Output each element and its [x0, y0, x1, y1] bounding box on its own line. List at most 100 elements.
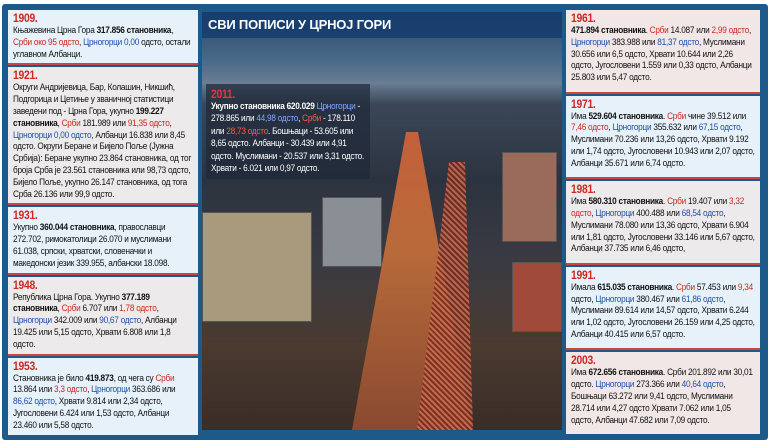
- text-segment: Република Црна Гора. Укупно: [13, 291, 122, 303]
- census-entry-content: 1931. Укупно 360.044 становника, правосла…: [13, 209, 193, 269]
- text-segment: 529.604 становника: [588, 110, 664, 122]
- census-text: Република Црна Гора. Укупно 377.189 стан…: [13, 292, 193, 351]
- census-entry: 2011. Укупно становника 620.029 Црногорци…: [211, 88, 365, 175]
- text-segment: 13.864 или: [13, 384, 55, 396]
- text-segment: 6.707 или: [80, 303, 120, 315]
- text-segment: 380.467 или: [634, 293, 682, 305]
- census-entry: 1971. Има 529.604 становника. Срби чине 3…: [566, 95, 760, 180]
- text-segment: 181.989 или: [80, 117, 128, 129]
- census-entry: 1931. Укупно 360.044 становника, правосла…: [8, 207, 198, 275]
- text-segment: ,: [298, 113, 303, 125]
- census-entry-content: 1953. Становника је било 419.873, од чега…: [13, 358, 193, 432]
- census-entry-content: 1971. Има 529.604 становника. Срби чине 3…: [571, 96, 755, 170]
- text-segment: 383.988 или: [609, 36, 658, 48]
- text-segment: Има: [571, 110, 589, 122]
- text-segment: , Албанци 16.838 или 8,45 одсто. Округи …: [13, 129, 192, 200]
- text-segment: , Бошњаци 63.272 или 9,41 одсто, Муслима…: [571, 379, 733, 426]
- montenegrins-figure: 68,54 одсто: [681, 207, 724, 219]
- serbs-figure: Срби: [61, 117, 81, 129]
- text-segment: , Муслимани 89.614 или 14,57 одсто, Хрва…: [571, 293, 755, 340]
- serbs-figure: Срби око 95 одсто: [13, 36, 80, 48]
- text-segment: чине 39.512 или: [685, 110, 747, 122]
- census-year: 1971.: [571, 96, 596, 111]
- census-entry: 1961. 471.894 становника. Срби 14.087 или…: [566, 10, 760, 94]
- text-segment: Имала: [571, 281, 598, 293]
- census-text: Округи Андријевица, Бар, Колашин, Никшић…: [13, 82, 193, 200]
- serbs-figure: Срби: [667, 196, 686, 208]
- text-segment: , Муслимани 30.656 или 6,5 одсто, Хрвати…: [571, 36, 752, 84]
- census-entry: 1909. Књажевина Црна Гора 317.856 становн…: [8, 10, 198, 66]
- text-segment: 400.488 или: [634, 207, 682, 219]
- text-segment: . Срби 201.892 или 30,01 одсто.: [571, 367, 753, 391]
- text-segment: ,: [169, 117, 172, 129]
- building: [202, 212, 312, 322]
- text-segment: ,: [57, 303, 62, 315]
- city-night-photo: СВИ ПОПИСИ У ЦРНОЈ ГОРИ 2011. Укупно стан…: [202, 12, 562, 430]
- text-segment: Има: [571, 196, 589, 208]
- left-column: 1909. Књажевина Црна Гора 317.856 становн…: [8, 10, 198, 435]
- montenegrins-figure: Црногорци: [595, 379, 635, 391]
- census-text: Има 672.656 становника. Срби 201.892 или…: [571, 367, 755, 426]
- text-segment: 580.310 становника: [588, 196, 664, 208]
- text-segment: одсто, остали углавном Албанци.: [13, 36, 191, 60]
- text-segment: 342.009 или: [51, 315, 100, 327]
- census-text: Укупно становника 620.029 Црногорци - 27…: [211, 101, 365, 175]
- text-segment: ,: [591, 207, 596, 219]
- text-segment: , Албанци 19.425 или 5,15 одсто, Хрвати …: [13, 315, 177, 350]
- serbs-figure: Срби: [649, 25, 669, 36]
- text-segment: одсто,: [571, 293, 596, 305]
- montenegrins-figure: Црногорци: [612, 122, 652, 134]
- building: [502, 152, 557, 242]
- census-entry-content: 1981. Има 580.310 становника. Срби 19.407…: [571, 183, 755, 255]
- census-year: 1931.: [13, 208, 38, 223]
- text-segment: - 178.110 или: [211, 113, 355, 137]
- serbs-figure: Срби: [302, 113, 321, 125]
- montenegrins-figure: Црногорци: [595, 293, 635, 305]
- text-segment: Укупно становника 620.029: [211, 101, 317, 112]
- census-entry: 1991. Имала 615.035 становника. Срби 57.4…: [566, 266, 760, 351]
- text-segment: 363.686 или: [130, 384, 176, 396]
- text-segment: ,: [87, 384, 92, 396]
- text-segment: 419.873: [85, 372, 114, 384]
- text-segment: , православци 272.702, римокатолици 26.0…: [13, 222, 172, 269]
- text-segment: .: [645, 25, 650, 36]
- census-year: 1953.: [13, 358, 38, 373]
- montenegrins-figure: Црногорци: [595, 207, 635, 219]
- census-entry-content: 1991. Имала 615.035 становника. Срби 57.4…: [571, 268, 755, 341]
- serbs-figure: 1,78 одсто: [119, 303, 157, 315]
- building: [322, 197, 382, 267]
- serbs-figure: Срби: [61, 303, 81, 315]
- census-entry: 1953. Становника је било 419.873, од чега…: [8, 357, 198, 435]
- montenegrins-figure: 86,62 одсто: [13, 396, 55, 408]
- building: [512, 262, 562, 332]
- text-segment: .: [671, 281, 676, 293]
- text-segment: 14.087 или: [668, 25, 712, 36]
- census-text: Имала 615.035 становника. Срби 57.453 ил…: [571, 282, 755, 341]
- text-segment: Књажевина Црна Гора: [13, 25, 97, 36]
- census-entry: 1981. Има 580.310 становника. Срби 19.407…: [566, 181, 760, 265]
- serbs-figure: 28,73 одсто: [226, 125, 269, 137]
- montenegrins-figure: 61,86 одсто: [681, 293, 724, 305]
- text-segment: 273.366 или: [634, 379, 682, 391]
- census-text: Становника је било 419.873, од чега су С…: [13, 373, 193, 432]
- text-segment: . Бошњаци - 53.605 или 8,65 одсто. Албан…: [211, 125, 365, 175]
- census-text: 471.894 становника. Срби 14.087 или 2,99…: [571, 25, 755, 84]
- text-segment: 615.035 становника: [597, 281, 672, 293]
- text-segment: ,: [79, 36, 84, 48]
- text-segment: 19.407 или: [685, 196, 729, 208]
- census-year: 1981.: [571, 182, 596, 197]
- census-entry: 2003. Има 672.656 становника. Срби 201.89…: [566, 352, 760, 434]
- serbs-figure: 7,46 одсто: [571, 122, 609, 134]
- montenegrins-figure: Црногорци: [91, 384, 131, 396]
- text-segment: , од чега су: [113, 372, 156, 384]
- text-segment: , Хрвати 9.814 или 2,34 одсто, Југослове…: [13, 396, 170, 431]
- census-entry: 1948. Република Црна Гора. Укупно 377.189…: [8, 276, 198, 356]
- montenegrins-figure: 44,98 одсто: [256, 113, 299, 125]
- census-year: 1961.: [571, 11, 596, 25]
- right-column: 1961. 471.894 становника. Срби 14.087 или…: [566, 10, 760, 434]
- montenegrins-figure: 90,67 одсто: [99, 315, 141, 327]
- text-segment: Становника је било: [13, 372, 86, 384]
- text-segment: ,: [57, 117, 62, 129]
- serbs-figure: Срби: [675, 281, 695, 293]
- census-year: 1921.: [13, 68, 38, 83]
